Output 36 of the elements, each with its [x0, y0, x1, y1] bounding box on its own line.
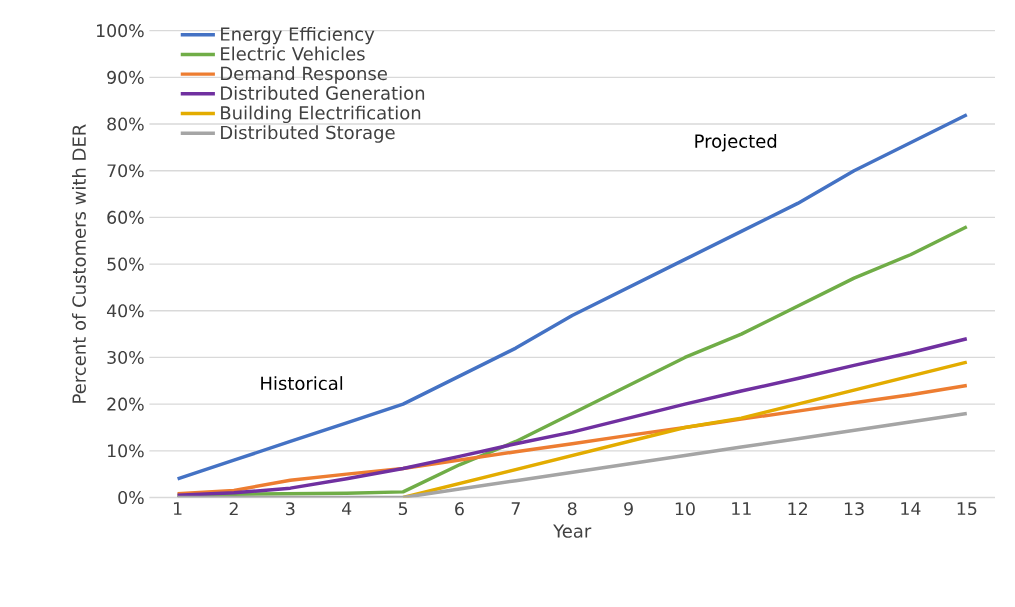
x-tick-label: 6: [455, 502, 464, 516]
x-tick-label: 14: [901, 502, 921, 515]
legend-label: Demand Response: [221, 66, 387, 84]
y-tick-label: 80%: [107, 117, 144, 131]
x-tick-label: 11: [732, 502, 751, 515]
legend-label: Electric Vehicles: [221, 46, 365, 61]
y-tick-label: 0%: [118, 491, 144, 505]
x-tick-label: 15: [957, 502, 977, 516]
y-tick-label: 70%: [107, 164, 144, 178]
legend-label: Distributed Generation: [221, 86, 425, 100]
y-tick-label: 30%: [107, 350, 144, 365]
y-tick-label: 10%: [108, 444, 144, 458]
y-tick-label: 50%: [107, 257, 144, 271]
x-tick-label: 1: [173, 502, 182, 515]
x-tick-label: 4: [342, 502, 352, 515]
x-tick-label: 9: [624, 502, 633, 516]
y-tick-label: 40%: [106, 304, 144, 318]
x-tick-label: 5: [398, 502, 408, 516]
y-axis-title: Percent of Customers with DER: [72, 124, 86, 403]
y-tick-label: 90%: [107, 70, 144, 84]
annotation: Historical: [261, 376, 343, 391]
x-tick-label: 13: [844, 502, 864, 516]
x-tick-label: 2: [229, 502, 238, 516]
legend-label: Energy Efficiency: [221, 27, 375, 45]
x-tick-label: 8: [567, 502, 577, 516]
x-tick-label: 7: [511, 502, 520, 515]
x-tick-label: 3: [286, 502, 295, 516]
x-axis-title: Year: [553, 524, 592, 538]
y-tick-label: 60%: [107, 210, 144, 225]
x-tick-label: 12: [788, 502, 807, 516]
annotation: Projected: [695, 134, 777, 152]
y-tick-label: 100%: [97, 24, 144, 38]
y-tick-label: 20%: [107, 397, 144, 411]
legend-label: Building Electrification: [221, 105, 421, 124]
legend-label: Distributed Storage: [221, 125, 395, 143]
x-tick-label: 10: [675, 502, 695, 516]
